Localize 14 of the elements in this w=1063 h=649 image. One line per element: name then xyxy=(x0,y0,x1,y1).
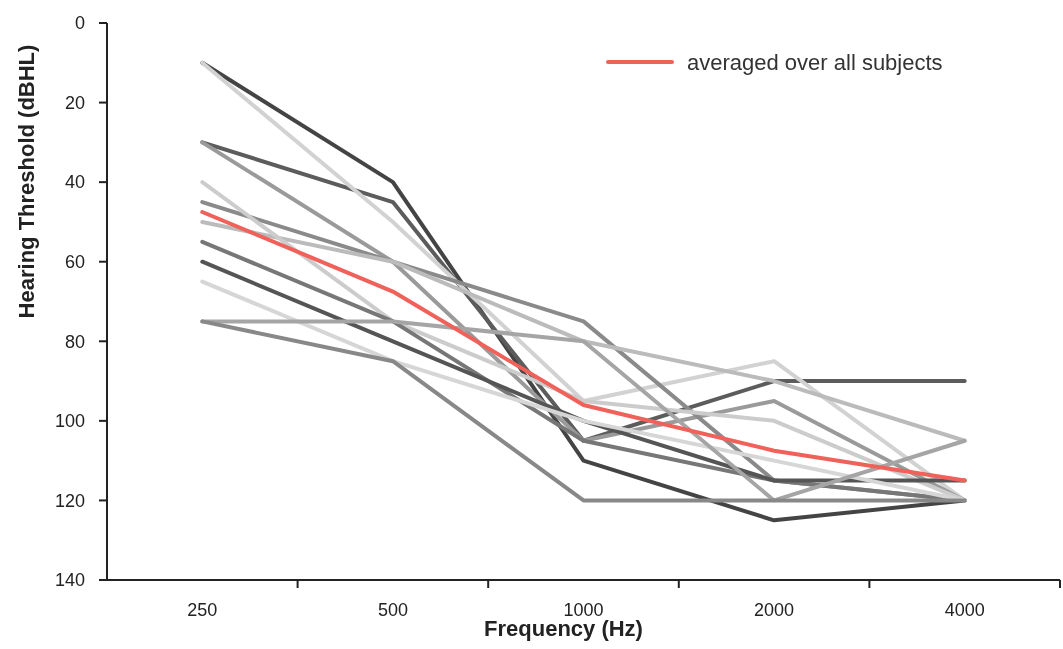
y-tick-label: 100 xyxy=(54,411,85,432)
y-tick-label: 60 xyxy=(64,252,85,273)
y-tick-label: 140 xyxy=(54,570,85,591)
legend-label: averaged over all subjects xyxy=(687,49,943,75)
x-tick-label: 4000 xyxy=(944,600,985,621)
y-tick-label: 80 xyxy=(64,331,85,352)
y-tick-label: 120 xyxy=(54,490,85,511)
y-tick-label: 20 xyxy=(64,92,85,113)
x-tick-label: 2000 xyxy=(754,600,795,621)
x-tick-label: 250 xyxy=(187,600,218,621)
y-tick-label: 0 xyxy=(74,13,85,34)
y-tick-label: 40 xyxy=(64,172,85,193)
y-axis-title: Hearing Threshold (dBHL) xyxy=(14,44,39,319)
x-tick-label: 500 xyxy=(377,600,408,621)
